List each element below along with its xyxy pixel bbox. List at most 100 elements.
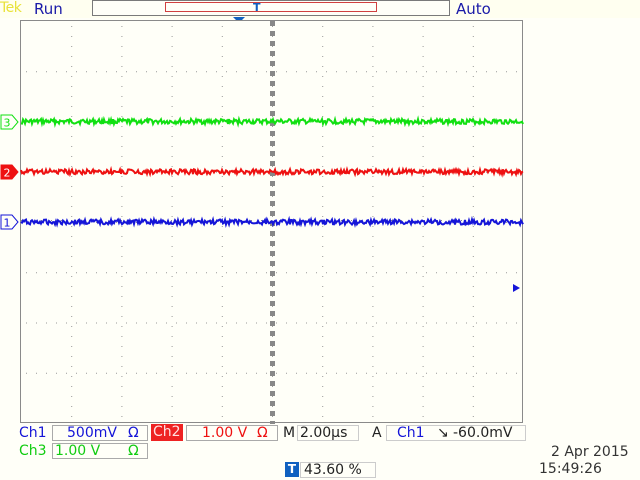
grid-dot bbox=[221, 316, 223, 317]
grid-dot bbox=[96, 372, 97, 374]
grid-dot bbox=[221, 256, 223, 257]
grid-dot bbox=[272, 106, 273, 107]
ch1-coupling-icon: Ω bbox=[128, 425, 139, 441]
grid-dot bbox=[322, 316, 324, 317]
grid-dot bbox=[486, 322, 487, 324]
ch2-scale-box[interactable]: 1.00 V Ω bbox=[186, 425, 278, 441]
grid-dot bbox=[256, 372, 257, 374]
grid-dot bbox=[376, 372, 377, 374]
grid-dot bbox=[171, 236, 173, 237]
grid-dot bbox=[26, 272, 27, 274]
grid-dot bbox=[256, 272, 257, 274]
waveform-traces bbox=[20, 115, 524, 229]
grid-dot bbox=[272, 406, 273, 407]
grid-dot bbox=[372, 336, 374, 337]
grid-dot bbox=[171, 26, 173, 27]
grid-dot bbox=[272, 366, 273, 367]
grid-dot bbox=[286, 71, 287, 73]
grid-dot bbox=[26, 372, 27, 374]
grid-dot bbox=[270, 411, 275, 416]
grid-dot bbox=[51, 220, 52, 221]
ch1-scale-box[interactable]: 500mV Ω bbox=[52, 425, 148, 441]
grid-dot bbox=[71, 146, 73, 147]
grid-dot bbox=[322, 56, 324, 57]
record-length-bar bbox=[92, 0, 450, 16]
ch1-marker-icon: 1 bbox=[0, 214, 19, 230]
grid-dot bbox=[221, 416, 223, 417]
grid-dot bbox=[66, 272, 67, 274]
trigger-position-box[interactable]: 43.60 % bbox=[300, 462, 376, 478]
grid-dot bbox=[46, 322, 47, 324]
grid-dot bbox=[272, 66, 273, 67]
grid-dot bbox=[226, 322, 227, 324]
grid-dot bbox=[171, 56, 173, 57]
grid-dot bbox=[186, 71, 187, 73]
grid-dot bbox=[121, 136, 123, 137]
ch1-label[interactable]: Ch1 bbox=[19, 425, 47, 441]
grid-dot bbox=[270, 201, 275, 206]
grid-dot bbox=[71, 346, 73, 347]
grid-dot bbox=[372, 36, 374, 37]
grid-dot bbox=[372, 106, 374, 107]
grid-dot bbox=[216, 71, 217, 73]
ch2-ground-marker[interactable]: 2 bbox=[0, 164, 20, 184]
grid-dot bbox=[322, 116, 324, 117]
grid-dot bbox=[372, 156, 374, 157]
grid-dot bbox=[376, 272, 377, 274]
grid-dot bbox=[472, 416, 474, 417]
ch3-label[interactable]: Ch3 bbox=[19, 443, 47, 459]
grid-dot bbox=[76, 322, 77, 324]
grid-dot bbox=[476, 272, 477, 274]
grid-dot bbox=[322, 396, 324, 397]
grid-dot bbox=[476, 71, 477, 73]
grid-dot bbox=[121, 56, 123, 57]
grid-dot bbox=[472, 156, 474, 157]
grid-dot bbox=[146, 272, 147, 274]
grid-dot bbox=[456, 322, 457, 324]
waveform-graticule[interactable] bbox=[20, 20, 524, 424]
grid-dot bbox=[121, 406, 123, 407]
grid-dot bbox=[36, 372, 37, 374]
grid-dot bbox=[221, 46, 223, 47]
grid-dot bbox=[270, 291, 275, 296]
ch3-ground-marker[interactable]: 3 bbox=[0, 114, 20, 134]
grid-dot bbox=[36, 272, 37, 274]
ch3-marker-icon: 3 bbox=[0, 114, 19, 129]
grid-dot bbox=[236, 322, 237, 324]
grid-dot bbox=[166, 372, 167, 374]
grid-dot bbox=[71, 396, 73, 397]
grid-dot bbox=[416, 272, 417, 274]
grid-dot bbox=[270, 61, 275, 66]
grid-dot bbox=[36, 322, 37, 324]
grid-dot bbox=[136, 372, 137, 374]
grid-dot bbox=[472, 226, 474, 227]
grid-dot bbox=[71, 136, 73, 137]
ch3-scale-box[interactable]: 1.00 V Ω bbox=[52, 443, 148, 459]
grid-dot bbox=[422, 116, 424, 117]
grid-dot bbox=[322, 416, 324, 417]
grid-dot bbox=[322, 36, 324, 37]
grid-dot bbox=[366, 272, 367, 274]
grid-dot bbox=[272, 206, 273, 207]
grid-dot bbox=[221, 66, 223, 67]
grid-dot bbox=[216, 171, 217, 173]
grid-dot bbox=[71, 116, 73, 117]
grid-dot bbox=[171, 246, 173, 247]
grid-dot bbox=[466, 272, 467, 274]
grid-dot bbox=[156, 272, 157, 274]
grid-dot bbox=[366, 322, 367, 324]
grid-dot bbox=[446, 71, 447, 73]
grid-dot bbox=[71, 186, 73, 187]
ch1-ground-marker[interactable]: 1 bbox=[0, 214, 20, 234]
grid-dot bbox=[71, 106, 73, 107]
grid-dot bbox=[322, 306, 324, 307]
grid-dot bbox=[56, 322, 57, 324]
grid-dot bbox=[446, 272, 447, 274]
grid-dot bbox=[472, 266, 474, 267]
trigger-readout-box[interactable]: Ch1 ↘ -60.0mV bbox=[386, 425, 526, 441]
grid-dot bbox=[171, 406, 173, 407]
grid-dot bbox=[422, 166, 424, 167]
timebase-box[interactable]: 2.00µs bbox=[297, 425, 359, 441]
grid-dot bbox=[270, 241, 275, 246]
ch2-label[interactable]: Ch2 bbox=[151, 424, 183, 441]
